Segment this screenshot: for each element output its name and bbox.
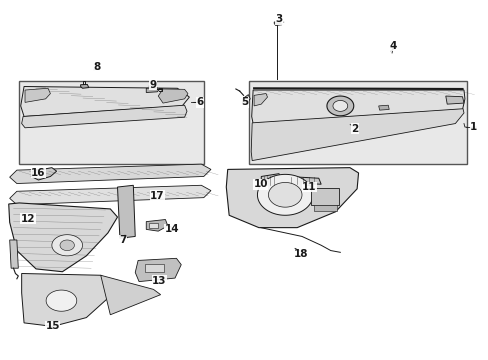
Polygon shape <box>251 90 464 123</box>
Text: 12: 12 <box>20 214 35 224</box>
Polygon shape <box>332 100 347 111</box>
Polygon shape <box>31 168 57 180</box>
Text: 6: 6 <box>196 98 203 107</box>
Polygon shape <box>254 94 267 106</box>
Text: 4: 4 <box>388 41 396 51</box>
Polygon shape <box>274 22 281 26</box>
Text: 7: 7 <box>120 235 127 245</box>
Text: 13: 13 <box>152 275 166 285</box>
Bar <box>144 264 163 273</box>
Text: 9: 9 <box>150 80 157 90</box>
Polygon shape <box>268 183 302 207</box>
Text: 17: 17 <box>150 191 164 201</box>
Text: 14: 14 <box>164 224 179 234</box>
Polygon shape <box>146 220 167 231</box>
Polygon shape <box>60 240 74 251</box>
Polygon shape <box>117 185 135 238</box>
Polygon shape <box>261 174 281 187</box>
Bar <box>310 188 339 206</box>
Polygon shape <box>10 240 18 268</box>
Polygon shape <box>52 235 82 256</box>
Bar <box>249 81 467 164</box>
Polygon shape <box>20 86 189 117</box>
Text: 18: 18 <box>293 249 307 259</box>
Polygon shape <box>10 185 210 205</box>
Polygon shape <box>378 105 388 110</box>
Polygon shape <box>146 88 159 93</box>
Text: 2: 2 <box>350 124 358 134</box>
Polygon shape <box>21 274 110 327</box>
Polygon shape <box>257 174 312 215</box>
Bar <box>313 205 336 211</box>
Polygon shape <box>135 258 181 282</box>
Text: 8: 8 <box>94 62 101 72</box>
Text: 1: 1 <box>469 122 476 132</box>
Polygon shape <box>287 176 321 184</box>
Text: 11: 11 <box>301 182 316 192</box>
Text: 10: 10 <box>253 179 267 189</box>
Polygon shape <box>275 21 280 24</box>
Text: 5: 5 <box>241 98 247 107</box>
Polygon shape <box>226 168 358 228</box>
Polygon shape <box>46 290 77 311</box>
Text: 3: 3 <box>275 14 282 24</box>
Text: 15: 15 <box>45 321 60 332</box>
Bar <box>148 224 158 228</box>
Polygon shape <box>158 89 187 103</box>
Polygon shape <box>25 88 50 102</box>
Polygon shape <box>101 275 160 315</box>
Polygon shape <box>21 105 186 128</box>
Polygon shape <box>445 96 463 104</box>
Polygon shape <box>81 84 89 88</box>
Bar <box>19 81 203 164</box>
Polygon shape <box>326 96 353 116</box>
Polygon shape <box>242 95 250 103</box>
Polygon shape <box>9 203 117 272</box>
Polygon shape <box>251 109 463 161</box>
Polygon shape <box>10 164 210 184</box>
Text: 16: 16 <box>31 168 45 178</box>
